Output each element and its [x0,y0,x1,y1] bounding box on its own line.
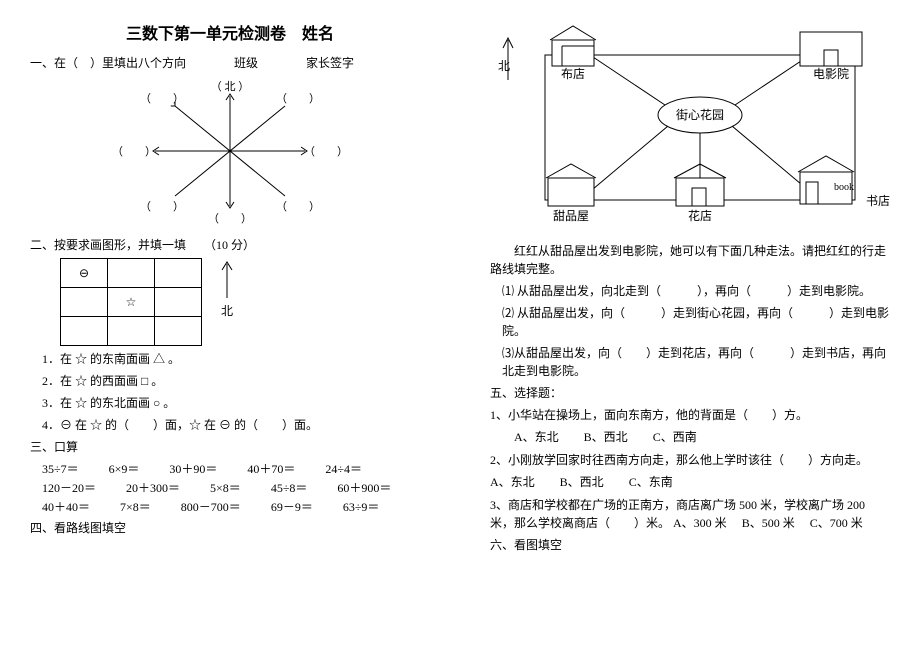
oral-row: 35÷7＝ 6×9＝ 30＋90＝ 40＋70＝ 24÷4＝ [30,460,430,477]
svg-text:布店: 布店 [561,67,585,81]
oral-item: 20＋300＝ [126,479,180,496]
q2-item: 1．在 ☆ 的东南面画 △ 。 [30,350,430,368]
svg-text:（ ）: （ ） [276,92,320,105]
route-item: ⑵ 从甜品屋出发，向（ ）走到街心花园，再向（ ）走到电影院。 [490,304,890,340]
book-shop-icon: book 书店 [798,156,890,208]
oral-item: 24÷4＝ [325,460,362,477]
north-label: 北 [221,302,233,319]
oral-row: 40＋40＝ 7×8＝ 800－700＝ 69－9＝ 63÷9＝ [30,498,430,515]
option: B、500 米 [742,516,795,530]
oral-item: 5×8＝ [210,479,241,496]
compass-diagram: （ 北 ） （ ） （ ） （ ） （ ） （ ） （ ） （ ） [30,76,430,230]
q2-item: 4．⊖ 在 ☆ 的（ ）面，☆ 在 ⊖ 的（ ）面。 [30,416,430,434]
oral-item: 30＋90＝ [169,460,217,477]
worksheet-title: 三数下第一单元检测卷 姓名 [30,20,430,44]
route-item: ⑶从甜品屋出发，向（ ）走到花店，再向（ ）走到书店，再向北走到电影院。 [490,344,890,380]
grid-cell: ⊖ [61,259,108,288]
option: A、300 米 [673,516,727,530]
option: C、700 米 [810,516,863,530]
svg-text:甜品屋: 甜品屋 [553,209,589,223]
q5-2-options: A、东北 B、西北 C、东南 [490,473,890,490]
cinema-icon: 电影院 [800,32,862,81]
q2-item: 3．在 ☆ 的东北面画 ○ 。 [30,394,430,412]
q2-grid: ⊖ ☆ [60,258,202,346]
q2-item: 2．在 ☆ 的西面画 □ 。 [30,372,430,390]
oral-item: 40＋70＝ [247,460,295,477]
q3-heading: 三、口算 [30,438,430,456]
grid-cell: ☆ [108,288,155,317]
q5-3-stem: 3、商店和学校都在广场的正南方，商店离广场 500 米，学校离广场 200 米，… [490,496,890,532]
q5-1-stem: 1、小华站在操场上，面向东南方，他的背面是（ ）方。 [490,406,890,424]
svg-text:街心花园: 街心花园 [676,107,724,122]
svg-text:book: book [834,182,854,193]
svg-text:（ ）: （ ） [208,212,252,225]
q2-grid-wrap: ⊖ ☆ 北 [60,258,430,346]
route-item: ⑴ 从甜品屋出发，向北走到（ ），再向（ ）走到电影院。 [490,282,890,300]
oral-item: 120－20＝ [42,479,96,496]
oral-item: 45÷8＝ [271,479,308,496]
svg-text:（ ）: （ ） [112,145,156,158]
option: C、西南 [653,430,697,444]
oral-item: 35÷7＝ [42,460,79,477]
right-column: 北 街心花园 布店 电影院 [460,0,920,649]
option: B、西北 [560,475,604,489]
q5-heading: 五、选择题： [490,384,890,402]
svg-text:书店: 书店 [866,194,890,208]
oral-item: 40＋40＝ [42,498,90,515]
svg-text:北: 北 [498,59,510,73]
oral-item: 6×9＝ [109,460,140,477]
sweet-shop-icon: 甜品屋 [546,164,596,223]
oral-item: 63÷9＝ [343,498,380,515]
route-map: 北 街心花园 布店 电影院 [490,20,890,234]
option: B、西北 [584,430,628,444]
oral-item: 800－700＝ [181,498,241,515]
oral-item: 69－9＝ [271,498,313,515]
oral-row: 120－20＝ 20＋300＝ 5×8＝ 45÷8＝ 60＋900＝ [30,479,430,496]
svg-text:花店: 花店 [688,208,712,223]
svg-text:（ ）: （ ） [140,92,184,105]
q6-heading: 六、看图填空 [490,536,890,554]
oral-item: 7×8＝ [120,498,151,515]
compass-north-label: （ 北 ） [211,80,250,93]
q4-heading: 四、看路线图填空 [30,519,430,537]
svg-text:（ ）: （ ） [304,145,348,158]
q2-heading: 二、按要求画图形，并填一填 （10 分） [30,236,430,254]
fabric-shop-icon: 布店 [550,26,596,81]
q5-2-stem: 2、小刚放学回家时往西南方向走，那么他上学时该往（ ）方向走。 [490,451,890,469]
option: A、东北 [514,430,559,444]
left-column: 三数下第一单元检测卷 姓名 一、在（ ）里填出八个方向 班级 家长签字 （ 北 … [0,0,460,649]
svg-text:（ ）: （ ） [276,200,320,213]
q1-text: 一、在（ ）里填出八个方向 班级 家长签字 [30,54,430,72]
svg-text:（ ）: （ ） [140,200,184,213]
option: C、东南 [629,475,673,489]
oral-item: 60＋900＝ [337,479,391,496]
q5-1-options: A、东北 B、西北 C、西南 [490,428,890,445]
route-intro: 红红从甜品屋出发到电影院，她可以有下面几种走法。请把红红的行走路线填完整。 [490,242,890,278]
north-arrow-icon: 北 [220,258,234,319]
option: A、东北 [490,475,535,489]
svg-text:电影院: 电影院 [813,67,849,81]
